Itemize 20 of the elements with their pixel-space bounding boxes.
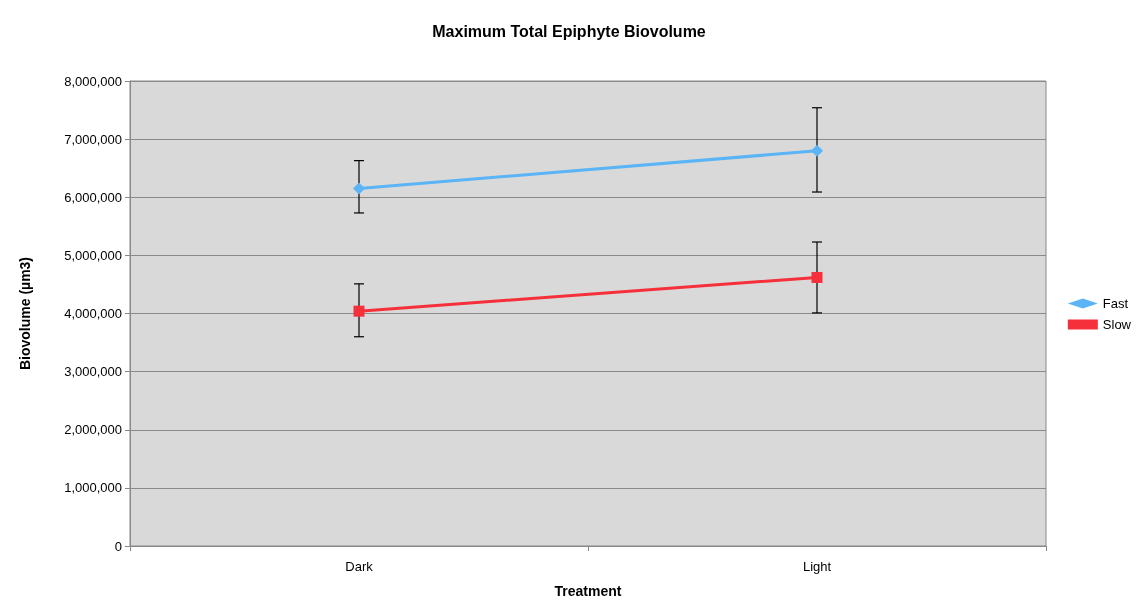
y-tick-label: 2,000,000 xyxy=(64,422,122,438)
y-tick-label: 7,000,000 xyxy=(64,131,122,147)
x-tick-label: Light xyxy=(802,559,832,574)
y-tick-label: 1,000,000 xyxy=(64,480,122,496)
point xyxy=(353,182,365,195)
y-tick-label: 4,000,000 xyxy=(64,306,122,321)
y-tick-label: 0 xyxy=(114,538,122,554)
legend-label: Slow xyxy=(1102,317,1132,332)
x-axis-title: Treatment xyxy=(554,583,622,599)
legend-label: Fast xyxy=(1102,296,1129,311)
y-tick-label: 5,000,000 xyxy=(64,247,122,263)
y-tick-label: 6,000,000 xyxy=(64,189,122,205)
point xyxy=(811,144,823,157)
point xyxy=(811,271,823,283)
y-tick-label: 8,000,000 xyxy=(64,73,122,89)
point xyxy=(353,305,365,317)
chart-title: Maximum Total Epiphyte Biovolume xyxy=(432,22,706,40)
y-axis-title: Biovolume (µm3) xyxy=(17,256,33,371)
y-tick-label: 3,000,000 xyxy=(64,364,122,380)
x-tick-label: Dark xyxy=(345,559,374,574)
